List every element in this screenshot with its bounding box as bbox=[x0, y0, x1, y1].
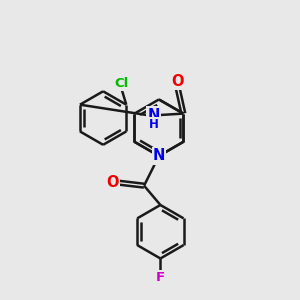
Text: Cl: Cl bbox=[115, 77, 129, 90]
Text: N: N bbox=[148, 108, 160, 123]
Text: N: N bbox=[153, 148, 165, 164]
Text: F: F bbox=[156, 271, 165, 284]
Text: H: H bbox=[149, 118, 159, 131]
Text: O: O bbox=[106, 175, 119, 190]
Text: O: O bbox=[171, 74, 184, 89]
